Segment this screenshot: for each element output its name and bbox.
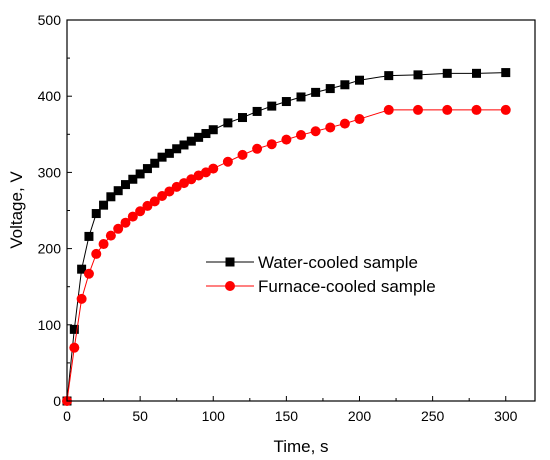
y-tick-label: 100 — [38, 317, 62, 333]
data-point-water — [311, 87, 321, 97]
ticks-layer: 0 50 100 150 200 250 300 0 100 200 300 400 500 — [38, 12, 518, 424]
data-point-water — [296, 92, 306, 102]
data-point-water — [384, 71, 394, 81]
data-point-furnace — [281, 134, 292, 145]
data-point-water — [121, 180, 130, 190]
data-point-water — [142, 164, 152, 174]
data-point-water — [201, 129, 211, 139]
data-point-furnace — [252, 143, 263, 154]
data-point-water — [69, 324, 79, 334]
data-point-furnace — [383, 104, 394, 115]
data-point-furnace — [208, 163, 219, 174]
data-point-water — [77, 264, 87, 274]
legend-marker-water — [225, 257, 235, 267]
data-point-water — [150, 158, 160, 168]
data-point-furnace — [105, 230, 116, 241]
data-point-furnace — [135, 206, 146, 217]
x-tick-label: 200 — [348, 408, 372, 424]
data-point-furnace — [164, 186, 175, 197]
data-point-furnace — [127, 211, 138, 222]
data-point-water — [223, 118, 233, 128]
data-point-furnace — [113, 223, 124, 234]
data-point-furnace — [266, 139, 277, 150]
data-point-furnace — [237, 149, 248, 160]
series-layer — [62, 68, 511, 406]
y-axis-title: Voltage, V — [7, 171, 26, 249]
data-point-water — [128, 174, 138, 184]
data-point-furnace — [69, 342, 80, 353]
data-point-furnace — [91, 248, 102, 259]
x-tick-label: 0 — [63, 408, 71, 424]
data-point-water — [413, 70, 423, 80]
data-point-water — [355, 75, 364, 85]
data-point-water — [84, 231, 94, 241]
data-point-furnace — [354, 114, 365, 125]
data-point-water — [238, 113, 247, 123]
data-point-water — [340, 80, 350, 90]
legend: Water-cooled sample Furnace-cooled sampl… — [206, 253, 436, 296]
data-point-water — [252, 106, 262, 116]
data-point-furnace — [500, 104, 511, 115]
y-tick-label: 0 — [53, 393, 61, 409]
y-tick-label: 200 — [38, 241, 62, 257]
data-point-water — [164, 148, 174, 158]
data-point-furnace — [296, 130, 306, 141]
data-point-water — [157, 152, 167, 162]
data-point-water — [135, 169, 145, 179]
data-point-water — [172, 144, 182, 154]
data-point-water — [179, 140, 189, 150]
data-point-water — [281, 97, 291, 107]
legend-marker-furnace — [225, 281, 235, 291]
series-line-0 — [66, 72, 506, 402]
data-point-furnace — [325, 122, 336, 133]
data-point-furnace — [471, 104, 482, 115]
data-point-water — [442, 68, 452, 78]
data-point-furnace — [157, 191, 168, 202]
data-point-water — [113, 186, 123, 196]
data-point-furnace — [120, 217, 131, 228]
x-tick-label: 150 — [275, 408, 299, 424]
data-point-furnace — [76, 293, 87, 304]
x-tick-label: 100 — [202, 408, 226, 424]
y-tick-label: 500 — [38, 12, 62, 28]
data-point-furnace — [222, 156, 233, 167]
data-point-water — [325, 84, 335, 94]
x-tick-label: 50 — [132, 408, 148, 424]
x-tick-label: 250 — [421, 408, 445, 424]
data-point-water — [194, 132, 204, 142]
data-point-furnace — [413, 104, 423, 115]
y-tick-label: 400 — [38, 88, 62, 104]
data-point-water — [208, 125, 218, 135]
x-tick-label: 300 — [494, 408, 518, 424]
data-point-water — [106, 192, 116, 202]
data-point-water — [186, 136, 196, 146]
legend-label-furnace: Furnace-cooled sample — [258, 277, 436, 296]
data-point-water — [267, 101, 277, 111]
data-point-furnace — [339, 118, 350, 129]
data-point-water — [99, 200, 109, 210]
data-point-furnace — [142, 200, 153, 211]
legend-label-water: Water-cooled sample — [258, 253, 418, 272]
data-point-furnace — [149, 196, 160, 207]
x-axis-title: Time, s — [273, 437, 328, 456]
data-point-water — [501, 68, 511, 78]
data-point-furnace — [442, 104, 453, 115]
y-tick-label: 300 — [38, 164, 62, 180]
data-point-water — [472, 68, 481, 78]
data-point-furnace — [83, 268, 94, 279]
data-point-furnace — [310, 126, 321, 137]
data-point-furnace — [98, 239, 109, 250]
data-point-water — [91, 209, 101, 219]
